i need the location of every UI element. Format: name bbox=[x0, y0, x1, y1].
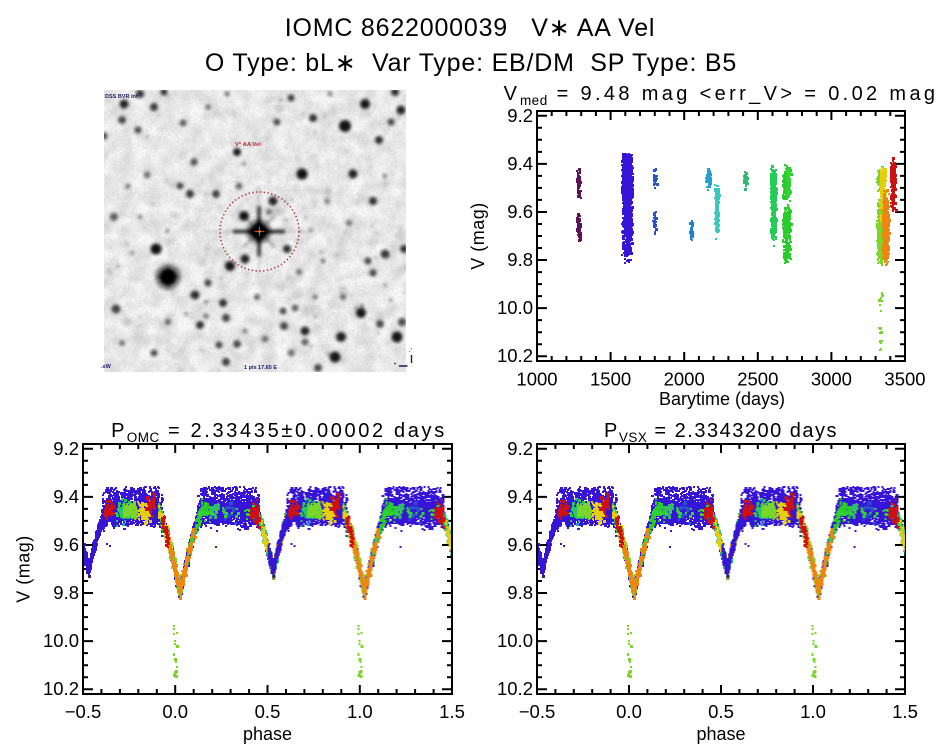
svg-text:phase: phase bbox=[696, 724, 745, 744]
svg-text:10.0: 10.0 bbox=[497, 297, 533, 318]
svg-text:V (mag): V (mag) bbox=[468, 202, 488, 270]
svg-text:9.4: 9.4 bbox=[507, 486, 533, 507]
svg-text:9.8: 9.8 bbox=[507, 249, 533, 270]
svg-text:9.2: 9.2 bbox=[507, 438, 533, 459]
svg-text:.sW: .sW bbox=[101, 364, 112, 370]
svg-text:0.5: 0.5 bbox=[255, 701, 281, 722]
svg-text:phase: phase bbox=[243, 724, 292, 744]
svg-text:9.2: 9.2 bbox=[507, 105, 533, 126]
svg-text:3500: 3500 bbox=[884, 369, 925, 390]
svg-text:1 pix 17.65 E: 1 pix 17.65 E bbox=[244, 365, 277, 371]
svg-text:1.5: 1.5 bbox=[892, 701, 918, 722]
svg-text:3000: 3000 bbox=[811, 369, 852, 390]
svg-text:V (mag): V (mag) bbox=[14, 535, 34, 603]
svg-text:9.6: 9.6 bbox=[507, 201, 533, 222]
svg-text:−0.5: −0.5 bbox=[519, 701, 556, 722]
svg-text:9.6: 9.6 bbox=[53, 534, 79, 555]
svg-text:POMC = 2.33435±0.00002 days: POMC = 2.33435±0.00002 days bbox=[111, 420, 447, 445]
svg-text:1000: 1000 bbox=[516, 369, 557, 390]
svg-text:2500: 2500 bbox=[737, 369, 778, 390]
svg-text:IOMC 8622000039 V∗ AA Vel: IOMC 8622000039 V∗ AA Vel bbox=[285, 14, 656, 42]
svg-text:Vmed = 9.48 mag <err_V> = 0.02: Vmed = 9.48 mag <err_V> = 0.02 mag bbox=[504, 83, 939, 108]
svg-text:0.5: 0.5 bbox=[708, 701, 734, 722]
svg-text:1.0: 1.0 bbox=[800, 701, 826, 722]
svg-text:10.2: 10.2 bbox=[43, 678, 79, 699]
svg-text:Barytime (days): Barytime (days) bbox=[659, 389, 785, 409]
svg-text:9.8: 9.8 bbox=[507, 582, 533, 603]
svg-text:9.4: 9.4 bbox=[53, 486, 79, 507]
svg-text:V* AA Vel: V* AA Vel bbox=[235, 142, 261, 148]
svg-text:DSS BVR int: DSS BVR int bbox=[105, 94, 138, 100]
svg-text:9.4: 9.4 bbox=[507, 153, 533, 174]
svg-text:9.8: 9.8 bbox=[53, 582, 79, 603]
svg-text:10.2: 10.2 bbox=[497, 678, 533, 699]
svg-text:9.2: 9.2 bbox=[53, 438, 79, 459]
svg-text:2000: 2000 bbox=[664, 369, 705, 390]
svg-text:1.5: 1.5 bbox=[439, 701, 465, 722]
svg-text:10.2: 10.2 bbox=[497, 345, 533, 366]
svg-text:1.0: 1.0 bbox=[347, 701, 373, 722]
svg-text:−0.5: −0.5 bbox=[65, 701, 102, 722]
svg-text:O Type: bL∗ Var Type: EB/DM: O Type: bL∗ Var Type: EB/DM SP Type: B5 bbox=[205, 49, 737, 77]
svg-text:0.0: 0.0 bbox=[162, 701, 188, 722]
svg-text:9.6: 9.6 bbox=[507, 534, 533, 555]
svg-text:0.0: 0.0 bbox=[616, 701, 642, 722]
svg-text:10.0: 10.0 bbox=[43, 630, 79, 651]
svg-text:.': .' bbox=[409, 348, 413, 354]
svg-text:10.0: 10.0 bbox=[497, 630, 533, 651]
svg-text:1500: 1500 bbox=[590, 369, 631, 390]
